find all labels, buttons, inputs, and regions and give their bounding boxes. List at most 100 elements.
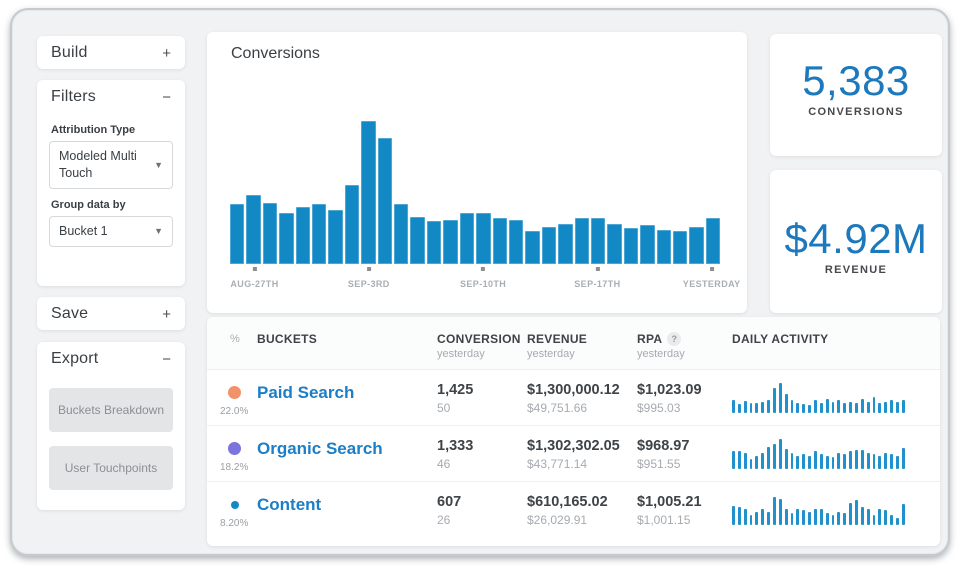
bar: [784, 508, 788, 525]
collapse-icon[interactable]: −: [162, 88, 171, 106]
table-row: 22.0% Paid Search 1,425 50 $1,300,000.12…: [207, 369, 940, 425]
tick-mark-icon: [366, 267, 371, 271]
bucket-link-content[interactable]: Content: [257, 495, 322, 514]
filters-section-title: Filters: [51, 88, 96, 105]
bar: [878, 403, 882, 413]
export-section: Export − Buckets Breakdown User Touchpoi…: [37, 342, 185, 510]
attribution-type-select[interactable]: Modeled Multi Touch ▼: [49, 141, 173, 189]
buckets-table: % BUCKETS CONVERSION yesterday REVENUE y…: [207, 317, 940, 546]
buckets-breakdown-button[interactable]: Buckets Breakdown: [49, 388, 173, 432]
bar: [755, 403, 759, 413]
daily-activity-sparkline: [732, 439, 905, 469]
chevron-down-icon: ▼: [154, 226, 163, 237]
bar: [607, 223, 622, 264]
conversions-chart-card: Conversions AUG-27TH SEP-3RD SEP-10TH SE…: [207, 32, 747, 313]
bar: [837, 400, 841, 413]
chart-title: Conversions: [231, 45, 320, 62]
rpa-value: $1,023.09: [637, 382, 702, 398]
table-row: 18.2% Organic Search 1,333 46 $1,302,302…: [207, 425, 940, 481]
bar: [773, 387, 776, 413]
daily-activity-sparkline: [732, 383, 905, 413]
bar: [825, 513, 829, 525]
conversion-column-header: CONVERSION: [437, 332, 521, 346]
build-section-header[interactable]: Build +: [37, 36, 185, 70]
bar: [590, 218, 606, 264]
help-icon[interactable]: ?: [667, 332, 682, 346]
bar: [761, 401, 765, 413]
axis-label: AUG-27TH: [230, 279, 279, 289]
bar: [878, 508, 882, 525]
revenue-column-subheader: yesterday: [527, 348, 575, 360]
export-section-title: Export: [51, 350, 99, 367]
group-data-by-select[interactable]: Bucket 1 ▼: [49, 215, 173, 247]
revenue-value: $1,300,000.12: [527, 382, 620, 398]
bar: [837, 511, 841, 525]
bar: [901, 448, 905, 469]
bar: [767, 446, 771, 469]
bar: [901, 504, 905, 525]
bar: [574, 218, 589, 264]
bar: [761, 508, 765, 525]
percent-column-header: %: [230, 333, 240, 345]
bar: [737, 451, 741, 469]
expand-icon[interactable]: +: [162, 305, 171, 323]
expand-icon[interactable]: +: [162, 44, 171, 62]
export-section-header[interactable]: Export −: [37, 342, 185, 376]
bar: [901, 399, 905, 413]
bar: [767, 511, 771, 525]
bucket-percent: 22.0%: [220, 406, 249, 417]
bar: [808, 511, 812, 525]
bucket-link-organic-search[interactable]: Organic Search: [257, 439, 383, 458]
bar: [656, 229, 671, 264]
bar: [825, 455, 829, 469]
axis-tick: AUG-27TH: [230, 267, 278, 292]
build-section-title: Build: [51, 44, 88, 61]
save-section-header[interactable]: Save +: [37, 297, 185, 331]
bar: [819, 403, 823, 413]
daily-activity-column-header: DAILY ACTIVITY: [732, 332, 829, 346]
revenue-stat-label: REVENUE: [824, 264, 888, 276]
save-section: Save +: [37, 297, 185, 330]
group-data-by-value: Bucket 1: [59, 223, 108, 238]
rpa-column-header: RPA?: [637, 332, 682, 346]
save-section-title: Save: [51, 305, 89, 322]
collapse-icon[interactable]: −: [162, 350, 171, 368]
bar: [508, 219, 524, 264]
bar: [890, 454, 894, 469]
bar: [808, 455, 812, 469]
bar: [843, 403, 847, 413]
bar: [737, 404, 741, 413]
conversions-stat-label: CONVERSIONS: [808, 106, 904, 118]
axis-label: SEP-17TH: [574, 279, 621, 289]
bar: [705, 218, 721, 264]
bar: [749, 403, 753, 413]
bar: [476, 212, 491, 264]
bar: [773, 443, 776, 469]
bar: [819, 454, 823, 469]
revenue-value: $610,165.02: [527, 494, 608, 510]
bar: [796, 402, 800, 413]
bar: [872, 454, 876, 469]
bar: [872, 514, 876, 525]
axis-tick: SEP-17TH: [574, 267, 620, 292]
tick-mark-icon: [709, 267, 714, 271]
bar: [773, 496, 776, 525]
daily-activity-sparkline: [732, 495, 905, 525]
bar: [640, 225, 655, 264]
revenue-yesterday-value: $26,029.91: [527, 513, 588, 527]
bar: [743, 401, 747, 413]
bar: [279, 212, 294, 264]
rpa-yesterday-value: $995.03: [637, 401, 681, 415]
axis-tick: SEP-3RD: [348, 267, 390, 292]
filters-section-header[interactable]: Filters −: [37, 80, 185, 114]
bar: [796, 508, 800, 525]
revenue-column-header: REVENUE: [527, 332, 588, 346]
bar: [825, 398, 829, 413]
bar: [778, 439, 782, 469]
bucket-link-paid-search[interactable]: Paid Search: [257, 383, 355, 402]
bar: [837, 452, 841, 469]
chevron-down-icon: ▼: [154, 159, 163, 170]
bucket-color-dot: [231, 501, 239, 509]
user-touchpoints-button[interactable]: User Touchpoints: [49, 446, 173, 490]
bar: [896, 401, 899, 413]
